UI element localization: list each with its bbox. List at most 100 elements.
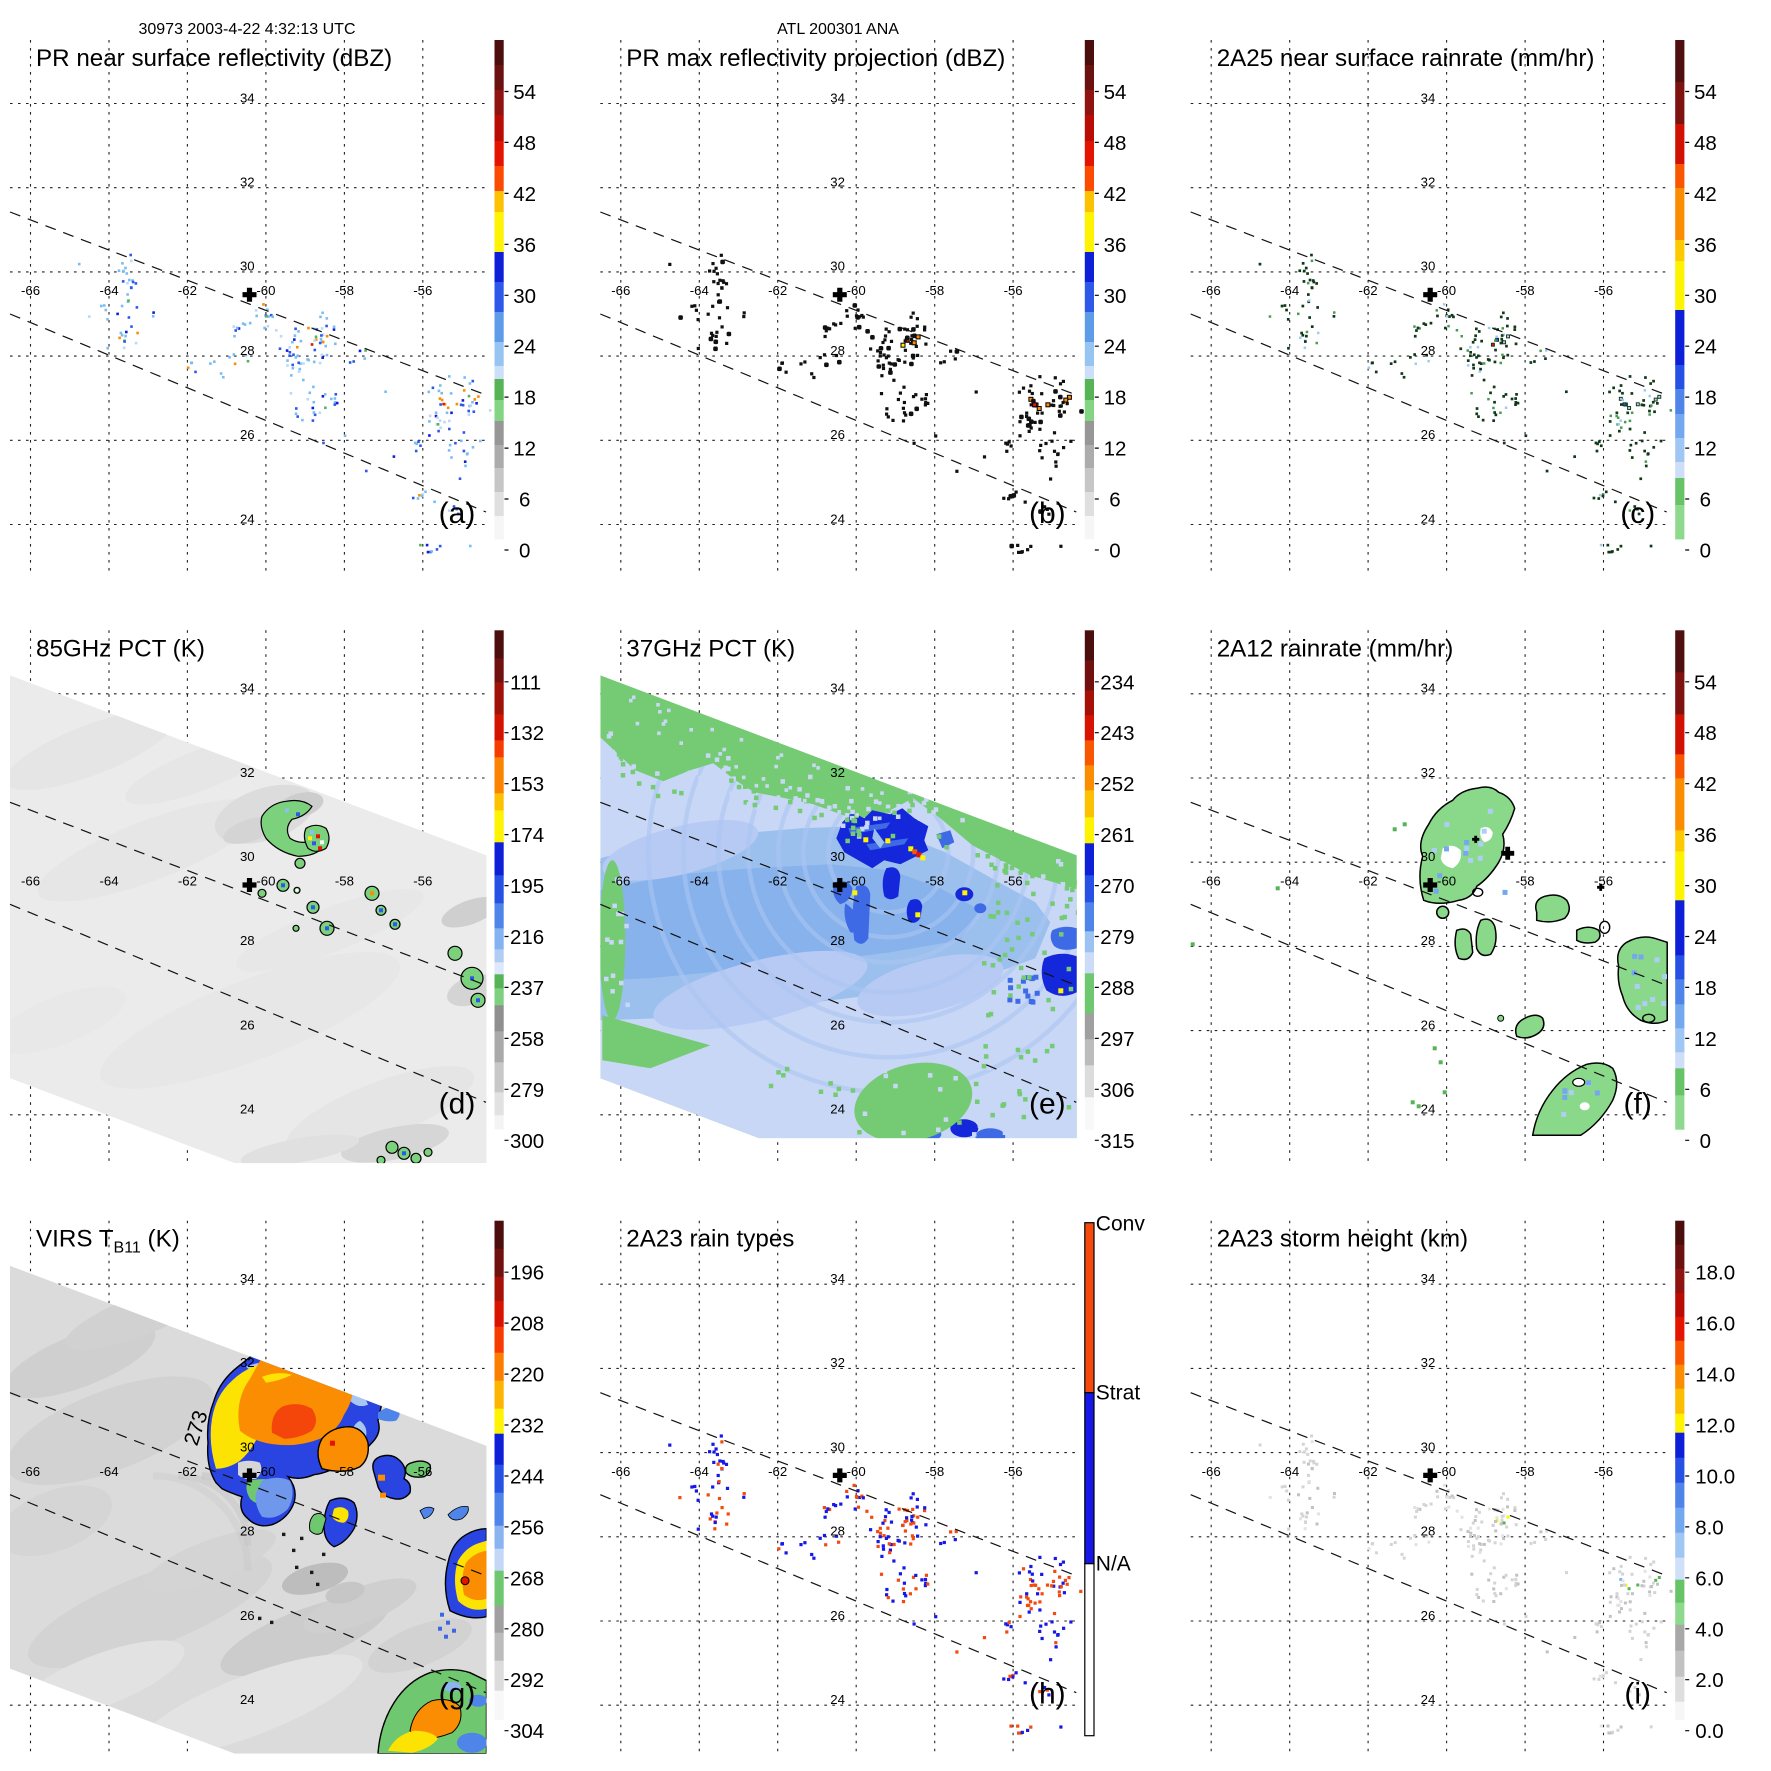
svg-text:6: 6 xyxy=(1700,489,1711,512)
svg-text:48: 48 xyxy=(1694,132,1717,155)
svg-text:-58: -58 xyxy=(1516,874,1535,889)
svg-text:30: 30 xyxy=(1421,1439,1436,1454)
svg-text:2A25 near surface rainrate (mm: 2A25 near surface rainrate (mm/hr) xyxy=(1217,45,1595,72)
svg-text:24: 24 xyxy=(240,1102,255,1117)
svg-text:-62: -62 xyxy=(768,1464,787,1479)
svg-text:34: 34 xyxy=(830,681,845,696)
svg-text:32: 32 xyxy=(1421,175,1436,190)
svg-text:30: 30 xyxy=(1694,285,1717,308)
svg-text:PR max reflectivity projection: PR max reflectivity projection (dBZ) xyxy=(626,45,1005,72)
svg-text:34: 34 xyxy=(830,90,845,105)
svg-text:18.0: 18.0 xyxy=(1695,1262,1735,1285)
svg-text:18: 18 xyxy=(513,387,536,410)
svg-text:24: 24 xyxy=(1421,1692,1436,1707)
svg-text:-56: -56 xyxy=(1594,874,1613,889)
svg-text:PR near surface reflectivity (: PR near surface reflectivity (dBZ) xyxy=(36,45,392,72)
svg-text:30: 30 xyxy=(240,1439,255,1454)
svg-text:34: 34 xyxy=(830,1271,845,1286)
svg-text:174: 174 xyxy=(510,824,544,847)
svg-text:-62: -62 xyxy=(1359,283,1378,298)
svg-text:208: 208 xyxy=(510,1313,544,1336)
svg-text:268: 268 xyxy=(510,1567,544,1590)
svg-text:6: 6 xyxy=(1700,1079,1711,1102)
svg-text:-56: -56 xyxy=(1004,1464,1023,1479)
svg-text:-66: -66 xyxy=(611,874,630,889)
svg-text:6: 6 xyxy=(1109,489,1120,512)
svg-text:28: 28 xyxy=(1421,933,1436,948)
svg-text:297: 297 xyxy=(1100,1028,1134,1051)
svg-text:32: 32 xyxy=(1421,1355,1436,1370)
svg-text:42: 42 xyxy=(513,183,536,206)
svg-text:30: 30 xyxy=(513,285,536,308)
svg-text:-60: -60 xyxy=(847,283,866,298)
svg-text:300: 300 xyxy=(510,1130,544,1153)
svg-text:16.0: 16.0 xyxy=(1695,1313,1735,1336)
svg-text:37GHz PCT (K): 37GHz PCT (K) xyxy=(626,635,795,662)
svg-text:195: 195 xyxy=(510,875,544,898)
svg-text:306: 306 xyxy=(1100,1079,1134,1102)
svg-text:34: 34 xyxy=(1421,681,1436,696)
svg-text:10.0: 10.0 xyxy=(1695,1466,1735,1489)
svg-text:243: 243 xyxy=(1100,722,1134,745)
svg-text:14.0: 14.0 xyxy=(1695,1364,1735,1387)
svg-text:32: 32 xyxy=(240,175,255,190)
svg-text:24: 24 xyxy=(1421,1102,1436,1117)
svg-text:-62: -62 xyxy=(178,283,197,298)
svg-text:-58: -58 xyxy=(1516,1464,1535,1479)
svg-text:26: 26 xyxy=(830,1017,845,1032)
svg-text:(f): (f) xyxy=(1624,1087,1652,1120)
svg-text:153: 153 xyxy=(510,773,544,796)
svg-text:111: 111 xyxy=(510,671,541,694)
svg-text:34: 34 xyxy=(240,681,255,696)
svg-text:30: 30 xyxy=(1421,849,1436,864)
svg-text:-62: -62 xyxy=(1359,874,1378,889)
svg-text:28: 28 xyxy=(1421,1524,1436,1539)
svg-text:-56: -56 xyxy=(1004,283,1023,298)
svg-text:-60: -60 xyxy=(1437,1464,1456,1479)
svg-text:216: 216 xyxy=(510,926,544,949)
svg-text:30: 30 xyxy=(830,1439,845,1454)
svg-text:54: 54 xyxy=(1104,81,1127,104)
svg-text:34: 34 xyxy=(240,90,255,105)
svg-text:279: 279 xyxy=(510,1079,544,1102)
svg-text:(e): (e) xyxy=(1029,1087,1066,1120)
svg-text:-64: -64 xyxy=(1280,874,1299,889)
svg-text:(g): (g) xyxy=(439,1678,476,1711)
svg-text:36: 36 xyxy=(513,234,536,257)
svg-text:-64: -64 xyxy=(690,874,709,889)
svg-text:-58: -58 xyxy=(335,874,354,889)
svg-text:34: 34 xyxy=(1421,1271,1436,1286)
svg-text:280: 280 xyxy=(510,1618,544,1641)
svg-text:28: 28 xyxy=(240,343,255,358)
svg-text:85GHz PCT (K): 85GHz PCT (K) xyxy=(36,635,205,662)
svg-text:-66: -66 xyxy=(611,283,630,298)
svg-text:Conv: Conv xyxy=(1096,1213,1146,1236)
svg-text:-64: -64 xyxy=(99,283,118,298)
svg-text:26: 26 xyxy=(240,1017,255,1032)
svg-text:32: 32 xyxy=(830,175,845,190)
svg-text:292: 292 xyxy=(510,1669,544,1692)
svg-text:-58: -58 xyxy=(1516,283,1535,298)
svg-text:-66: -66 xyxy=(611,1464,630,1479)
svg-text:24: 24 xyxy=(513,336,536,359)
svg-text:-58: -58 xyxy=(925,283,944,298)
svg-text:48: 48 xyxy=(1104,132,1127,155)
svg-text:-60: -60 xyxy=(1437,874,1456,889)
svg-text:24: 24 xyxy=(830,511,845,526)
svg-text:26: 26 xyxy=(240,1608,255,1623)
svg-text:-66: -66 xyxy=(21,1464,40,1479)
svg-text:-62: -62 xyxy=(1359,1464,1378,1479)
svg-text:244: 244 xyxy=(510,1466,544,1489)
svg-text:30: 30 xyxy=(240,849,255,864)
svg-text:0.0: 0.0 xyxy=(1695,1720,1724,1743)
svg-text:24: 24 xyxy=(1421,511,1436,526)
svg-text:232: 232 xyxy=(510,1415,544,1438)
svg-text:42: 42 xyxy=(1104,183,1127,206)
svg-text:24: 24 xyxy=(830,1102,845,1117)
svg-text:-58: -58 xyxy=(335,283,354,298)
svg-text:132: 132 xyxy=(510,722,544,745)
svg-text:28: 28 xyxy=(240,1524,255,1539)
svg-text:VIRS TB11 (K): VIRS TB11 (K) xyxy=(36,1226,180,1257)
svg-text:0: 0 xyxy=(1700,1130,1711,1153)
svg-text:24: 24 xyxy=(240,511,255,526)
